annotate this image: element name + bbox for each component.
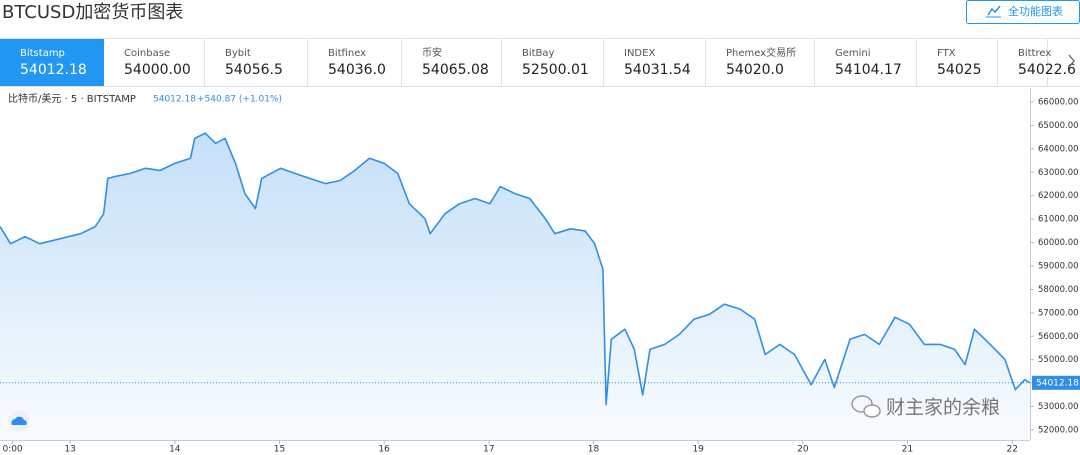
tab-price[interactable]: 54056.5 (225, 62, 283, 78)
x-tick-label: 0:00 (2, 445, 22, 455)
button-icon[interactable] (987, 5, 1001, 16)
button-label[interactable]: 全功能图表 (1008, 4, 1063, 18)
tab-name[interactable]: Bitfinex (328, 48, 366, 59)
x-tick-label: 21 (902, 445, 913, 455)
x-tick-label: 15 (274, 445, 285, 455)
page-title: BTCUSD加密货币图表 (2, 2, 183, 23)
tab-background[interactable] (104, 38, 205, 86)
tab-price[interactable]: 52500.01 (522, 62, 589, 78)
x-tick-label: 18 (588, 445, 600, 455)
y-tick-label: 56000.00 (1038, 332, 1079, 342)
exchange-tab[interactable]: Bittrex 54022.6 (998, 38, 1076, 86)
tab-name[interactable]: 币安 (422, 46, 442, 59)
tab-name[interactable]: BitBay (522, 48, 555, 59)
x-tick-label: 14 (169, 445, 181, 455)
tab-price[interactable]: 54025 (937, 62, 982, 78)
tab-background[interactable] (604, 38, 706, 86)
tab-price[interactable]: 54031.54 (624, 62, 691, 78)
full-chart-button[interactable]: 全功能图表 (966, 0, 1080, 24)
y-tick-label: 53000.00 (1038, 402, 1079, 412)
legend-change: +540.87 (+1.01%) (197, 95, 282, 105)
legend-price: 54012.18 (153, 95, 196, 105)
y-tick-label: 55000.00 (1038, 355, 1079, 365)
y-tick-label: 52000.00 (1038, 425, 1079, 435)
y-tick-label: 62000.00 (1038, 191, 1079, 201)
y-tick-label: 57000.00 (1038, 308, 1079, 318)
tab-name[interactable]: Bybit (225, 48, 251, 59)
exchange-tab[interactable]: FTX 54025 (917, 38, 998, 86)
exchange-tab[interactable]: INDEX 54031.54 (604, 38, 706, 86)
legend-symbol: 比特币/美元 · 5 · BITSTAMP (8, 92, 136, 105)
price-area (0, 133, 1030, 440)
tab-background[interactable] (205, 38, 308, 86)
tab-price[interactable]: 54012.18 (20, 62, 87, 78)
tab-price[interactable]: 54020.0 (726, 62, 784, 78)
exchange-tab[interactable]: Coinbase 54000.00 (104, 38, 205, 86)
tab-price[interactable]: 54000.00 (124, 62, 191, 78)
next-arrow[interactable] (1068, 54, 1075, 68)
tabs-next[interactable] (1068, 54, 1075, 68)
watermark: 财主家的余粮 (851, 395, 1000, 419)
exchange-tab[interactable]: BitBay 52500.01 (502, 38, 604, 86)
tab-name[interactable]: Gemini (835, 48, 871, 59)
price-line (0, 132, 1030, 406)
y-tick-label: 58000.00 (1038, 285, 1079, 295)
y-tick-label: 65000.00 (1038, 121, 1079, 131)
y-tick-label: 64000.00 (1038, 144, 1079, 154)
tab-price[interactable]: 54104.17 (835, 62, 902, 78)
exchange-tab[interactable]: Bybit 54056.5 (205, 38, 308, 86)
cloud-icon[interactable] (11, 416, 27, 425)
tab-name[interactable]: FTX (937, 48, 956, 59)
tab-background[interactable] (308, 38, 402, 86)
tab-background[interactable] (917, 38, 998, 86)
tab-name[interactable]: Bitstamp (20, 48, 65, 59)
x-tick-label: 22 (1006, 445, 1017, 455)
tab-background[interactable] (502, 38, 604, 86)
exchange-tab[interactable]: Bitfinex 54036.0 (308, 38, 402, 86)
plot-area (0, 132, 1030, 440)
watermark-text: 财主家的余粮 (886, 397, 1000, 419)
tab-background[interactable] (0, 38, 104, 86)
tab-background[interactable] (402, 38, 502, 86)
x-tick-label: 16 (378, 445, 390, 455)
wechat-icon (863, 404, 881, 418)
y-tick-label: 61000.00 (1038, 215, 1079, 225)
tab-background[interactable] (706, 38, 815, 86)
wechat-icon (851, 395, 873, 413)
y-tick-label: 66000.00 (1038, 98, 1079, 108)
tab-background[interactable] (998, 38, 1048, 86)
exchange-tab[interactable]: Bitstamp 54012.18 (0, 38, 104, 86)
x-tick-label: 13 (64, 445, 75, 455)
last-price-box (1032, 375, 1080, 390)
x-tick-label: 17 (483, 445, 494, 455)
exchange-tab[interactable]: Phemex交易所 54020.0 (706, 38, 815, 86)
tab-price[interactable]: 54036.0 (328, 62, 386, 78)
tab-name[interactable]: Bittrex (1018, 48, 1051, 59)
exchange-tab[interactable]: Gemini 54104.17 (815, 38, 917, 86)
x-tick-label: 20 (797, 445, 809, 455)
exchange-tabs: Bitstamp 54012.18 Coinbase 54000.00 Bybit 540… (0, 38, 1080, 86)
last-price-label: 54012.18 (1036, 378, 1079, 388)
tab-price[interactable]: 54022.6 (1018, 62, 1076, 78)
y-tick-label: 60000.00 (1038, 238, 1079, 248)
cloud-button[interactable] (8, 410, 30, 432)
tab-name[interactable]: Coinbase (124, 48, 170, 59)
tab-price[interactable]: 54065.08 (422, 62, 489, 78)
tab-name[interactable]: INDEX (624, 48, 655, 59)
y-tick-label: 59000.00 (1038, 261, 1079, 271)
x-tick-label: 19 (692, 445, 704, 455)
y-tick-label: 63000.00 (1038, 168, 1079, 178)
tab-name[interactable]: Phemex交易所 (726, 46, 796, 59)
tab-background[interactable] (815, 38, 917, 86)
exchange-tab[interactable]: 币安 54065.08 (402, 38, 502, 86)
price-chart: 52000.0053000.0054000.0055000.0056000.00… (0, 88, 1080, 455)
